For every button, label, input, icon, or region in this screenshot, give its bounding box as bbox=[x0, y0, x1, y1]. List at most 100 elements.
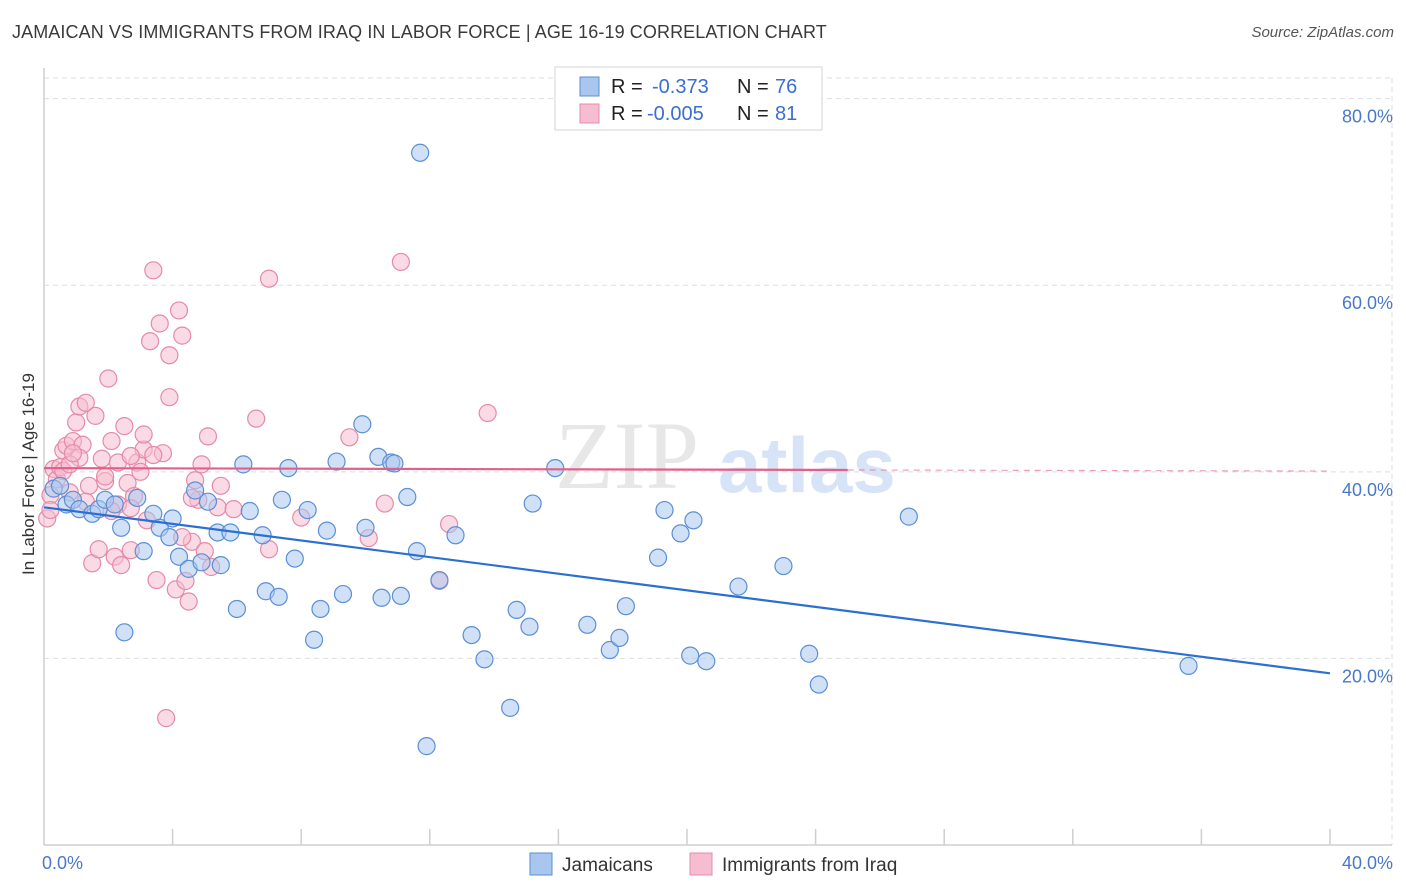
jamaicans-point-34 bbox=[298, 500, 317, 520]
jamaicans-point-68 bbox=[697, 652, 716, 671]
jamaicans-point-69 bbox=[729, 577, 748, 596]
iraq-point-74 bbox=[95, 467, 115, 486]
jamaicans-point-43 bbox=[372, 588, 391, 607]
bottom-legend-iraq: Immigrants from Iraq bbox=[722, 855, 897, 876]
y-tick-labels: 20.0% 40.0% 60.0% 80.0% bbox=[1342, 107, 1393, 687]
jamaicans-point-12 bbox=[134, 542, 153, 561]
jamaicans-point-63 bbox=[648, 548, 668, 567]
iraq-point-72 bbox=[134, 425, 153, 444]
jamaicans-point-61 bbox=[610, 628, 629, 647]
iraq-point-43 bbox=[173, 326, 192, 345]
y-tick-label-20: 20.0% bbox=[1342, 666, 1393, 686]
jamaicans-point-75 bbox=[385, 454, 404, 473]
iraq-point-39 bbox=[160, 388, 179, 407]
jamaicans-point-49 bbox=[411, 143, 430, 162]
chart-title: JAMAICAN VS IMMIGRANTS FROM IRAQ IN LABO… bbox=[12, 22, 827, 42]
y-tick-label-40: 40.0% bbox=[1342, 480, 1393, 500]
jamaicans-point-60 bbox=[600, 640, 619, 660]
iraq-point-21 bbox=[102, 431, 121, 451]
iraq-point-25 bbox=[115, 417, 134, 436]
iraq-point-36 bbox=[150, 314, 169, 333]
y-tick-label-60: 60.0% bbox=[1342, 293, 1393, 313]
jamaicans-point-35 bbox=[304, 630, 324, 649]
legend-swatch-iraq bbox=[579, 103, 600, 124]
iraq-point-62 bbox=[375, 494, 394, 513]
iraq-point-40 bbox=[160, 346, 179, 365]
jamaicans-point-48 bbox=[417, 737, 436, 756]
stats-legend: R = -0.373 N = 76 R = -0.005 N = 81 bbox=[554, 66, 823, 131]
iraq-point-14 bbox=[79, 476, 99, 495]
legend-r-value-2: -0.005 bbox=[647, 103, 704, 125]
jamaicans-point-21 bbox=[198, 492, 218, 511]
jamaicans-point-53 bbox=[475, 650, 494, 669]
jamaicans-point-36 bbox=[311, 599, 330, 619]
series-iraq-points bbox=[38, 252, 497, 728]
iraq-point-51 bbox=[198, 427, 218, 446]
watermark-zip: ZIP bbox=[555, 402, 699, 509]
iraq-point-20 bbox=[99, 369, 118, 388]
x-tick-label-max: 40.0% bbox=[1342, 853, 1393, 873]
bottom-legend-jamaicans: Jamaicans bbox=[562, 855, 653, 876]
jamaicans-point-55 bbox=[507, 600, 526, 620]
jamaicans-point-65 bbox=[671, 524, 690, 543]
iraq-point-18 bbox=[92, 449, 111, 468]
jamaicans-point-73 bbox=[899, 507, 918, 526]
legend-r-value-1: -0.373 bbox=[652, 76, 709, 98]
iraq-point-33 bbox=[140, 332, 160, 351]
legend-n-value-1: 76 bbox=[775, 76, 797, 98]
axes bbox=[43, 68, 1392, 846]
trend-line-jamaicans bbox=[43, 506, 1331, 675]
iraq-point-58 bbox=[259, 269, 279, 288]
jamaicans-point-9 bbox=[112, 518, 131, 537]
jamaicans-point-10 bbox=[115, 623, 134, 642]
jamaicans-point-40 bbox=[353, 415, 372, 434]
iraq-point-73 bbox=[121, 446, 140, 466]
iraq-point-34 bbox=[144, 261, 163, 280]
jamaicans-point-51 bbox=[446, 526, 465, 545]
jamaicans-point-8 bbox=[105, 495, 124, 514]
iraq-point-60 bbox=[340, 428, 359, 447]
legend-r-label-2: R = bbox=[611, 103, 643, 125]
jamaicans-point-26 bbox=[234, 455, 253, 474]
legend-n-label-2: N = bbox=[737, 103, 769, 125]
iraq-point-30 bbox=[131, 462, 150, 481]
jamaicans-point-11 bbox=[128, 488, 147, 508]
jamaicans-point-59 bbox=[578, 615, 597, 634]
jamaicans-point-37 bbox=[317, 521, 337, 540]
bottom-legend-swatch-jamaicans bbox=[529, 852, 553, 876]
jamaicans-point-62 bbox=[616, 597, 636, 616]
iraq-point-17 bbox=[89, 540, 108, 559]
series-legend: Jamaicans Immigrants from Iraq bbox=[529, 852, 897, 876]
jamaicans-point-74 bbox=[1179, 656, 1198, 675]
series-jamaicans-points bbox=[44, 143, 1198, 756]
iraq-point-24 bbox=[112, 556, 131, 575]
jamaicans-point-71 bbox=[800, 644, 819, 663]
iraq-point-80 bbox=[41, 500, 60, 520]
watermark-atlas: atlas bbox=[718, 421, 896, 509]
iraq-point-56 bbox=[247, 409, 266, 428]
iraq-point-75 bbox=[63, 444, 83, 463]
jamaicans-point-39 bbox=[333, 584, 353, 604]
jamaicans-point-58 bbox=[546, 458, 565, 478]
iraq-point-13 bbox=[76, 393, 95, 412]
y-axis-label: In Labor Force | Age 16-19 bbox=[19, 373, 38, 575]
jamaicans-point-27 bbox=[240, 501, 259, 521]
jamaicans-point-50 bbox=[430, 570, 449, 590]
y-tick-label-80: 80.0% bbox=[1342, 107, 1393, 127]
jamaicans-point-54 bbox=[501, 698, 520, 717]
jamaicans-point-23 bbox=[211, 556, 230, 575]
iraq-point-45 bbox=[179, 592, 198, 611]
trend-lines bbox=[43, 466, 1331, 675]
jamaicans-point-56 bbox=[520, 617, 539, 636]
gridlines bbox=[44, 77, 1393, 845]
source-label: Source: ZipAtlas.com bbox=[1251, 24, 1394, 41]
jamaicans-point-45 bbox=[391, 586, 410, 606]
jamaicans-point-20 bbox=[192, 553, 211, 572]
iraq-point-65 bbox=[478, 403, 497, 423]
jamaicans-point-15 bbox=[160, 528, 179, 547]
jamaicans-point-70 bbox=[774, 556, 793, 576]
jamaicans-point-46 bbox=[398, 487, 417, 507]
legend-swatch-jamaicans bbox=[579, 76, 600, 97]
iraq-point-54 bbox=[211, 476, 230, 495]
